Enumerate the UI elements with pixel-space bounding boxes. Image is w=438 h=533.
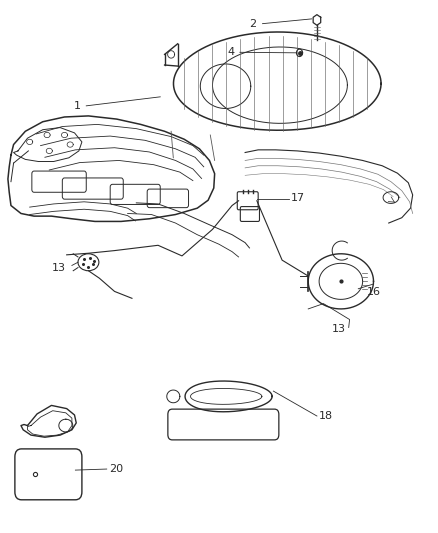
Text: 13: 13 — [52, 263, 66, 272]
Text: 16: 16 — [367, 287, 381, 297]
Text: 1: 1 — [74, 101, 81, 111]
Text: 2: 2 — [249, 19, 257, 29]
Text: 4: 4 — [228, 47, 235, 57]
Text: 13: 13 — [332, 324, 346, 334]
Text: 17: 17 — [291, 192, 305, 203]
Text: 18: 18 — [319, 411, 333, 421]
Text: 20: 20 — [110, 464, 124, 474]
